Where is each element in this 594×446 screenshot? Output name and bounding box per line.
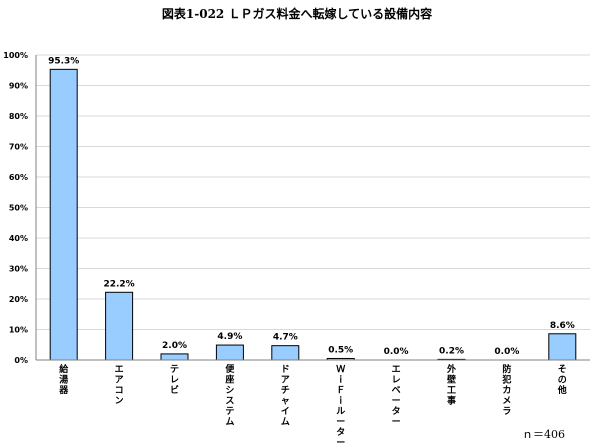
y-tick-label: 90% bbox=[9, 82, 28, 91]
category-label: エアコン bbox=[115, 365, 124, 407]
category-label: ドアチャイム bbox=[281, 364, 290, 428]
bar bbox=[215, 344, 244, 361]
y-tick-label: 50% bbox=[9, 204, 28, 213]
category-label: ＷｉＦｉルーター bbox=[336, 364, 345, 446]
bar bbox=[548, 333, 577, 361]
category-label: 便座システム bbox=[224, 363, 235, 428]
y-tick-label: 0% bbox=[14, 356, 28, 365]
y-tick-label: 40% bbox=[9, 234, 28, 243]
data-label: 22.2% bbox=[103, 279, 134, 289]
bar bbox=[49, 68, 78, 361]
data-label: 0.2% bbox=[439, 346, 464, 356]
data-label: 8.6% bbox=[550, 321, 575, 331]
category-label: 給湯器 bbox=[58, 363, 69, 396]
y-tick-label: 70% bbox=[9, 143, 28, 152]
data-label: 0.0% bbox=[384, 347, 409, 357]
bar bbox=[271, 345, 300, 361]
data-label: 4.7% bbox=[273, 333, 298, 343]
category-label: テレビ bbox=[170, 364, 179, 396]
bar bbox=[105, 291, 134, 361]
data-label: 95.3% bbox=[48, 56, 79, 66]
bar bbox=[160, 353, 189, 361]
data-label: 0.5% bbox=[328, 345, 353, 355]
data-label: 0.0% bbox=[494, 347, 519, 357]
category-label: その他 bbox=[557, 364, 567, 396]
chart-title: 図表1-022 ＬＰガス料金へ転嫁している設備内容 bbox=[161, 7, 433, 21]
data-label: 2.0% bbox=[162, 341, 187, 351]
data-label: 4.9% bbox=[217, 332, 242, 342]
y-tick-label: 100% bbox=[3, 51, 28, 60]
y-tick-label: 20% bbox=[9, 295, 28, 304]
sample-size-note: ｎ＝406 bbox=[522, 428, 565, 441]
category-label: 外壁工事 bbox=[446, 363, 456, 407]
y-tick-label: 30% bbox=[9, 265, 28, 274]
category-label: 防犯カメラ bbox=[501, 363, 511, 417]
y-tick-label: 80% bbox=[9, 112, 28, 121]
category-label: エレベーター bbox=[392, 365, 401, 428]
y-tick-label: 60% bbox=[9, 173, 28, 182]
y-tick-label: 10% bbox=[9, 326, 28, 335]
